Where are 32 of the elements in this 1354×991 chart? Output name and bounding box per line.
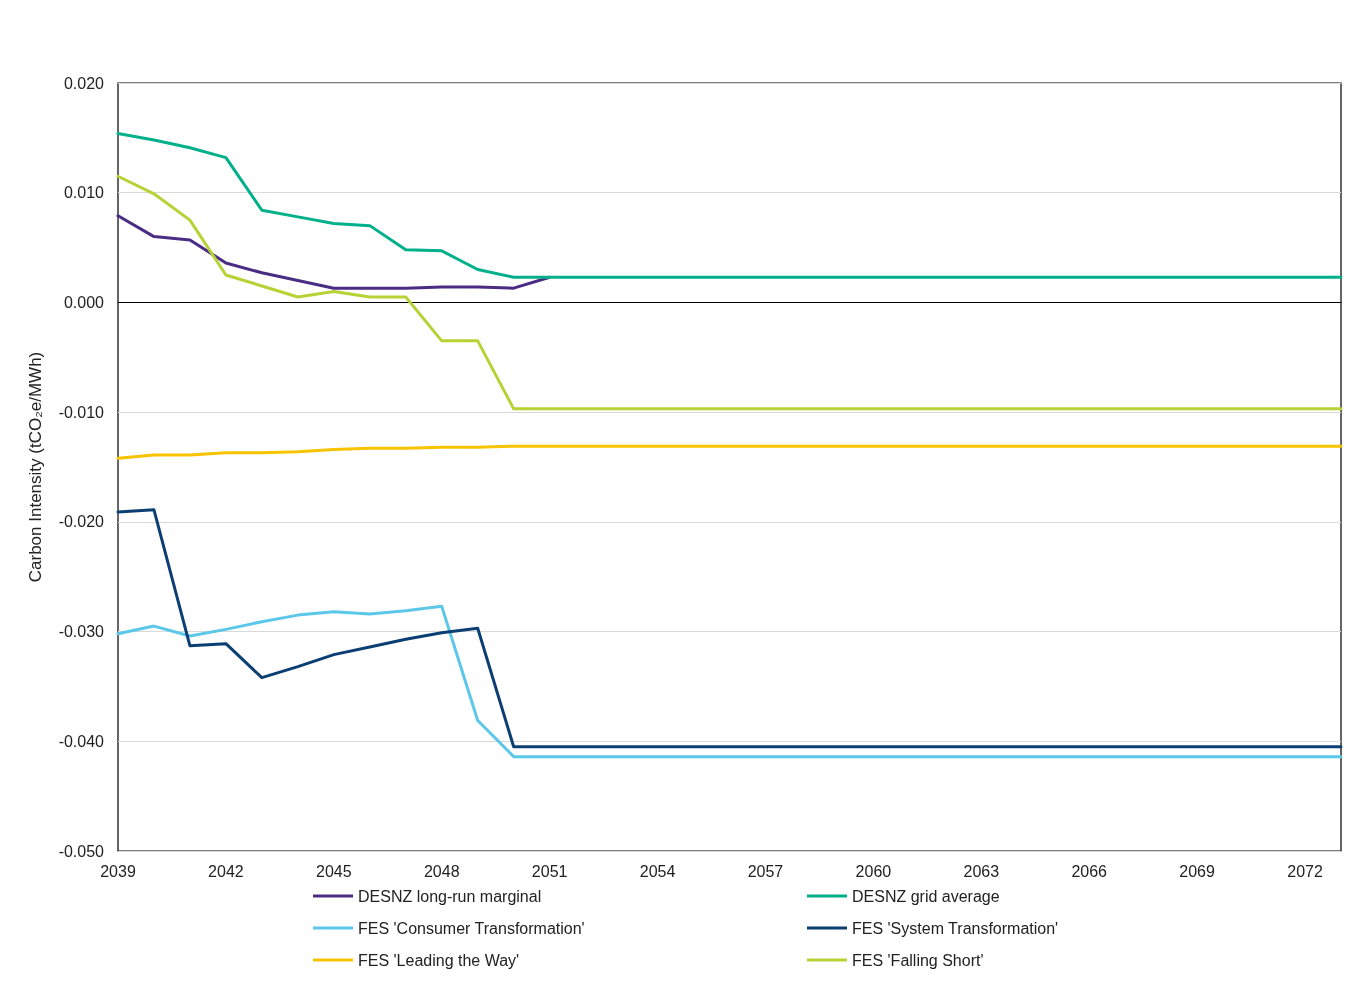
y-tick-label: -0.010 [58,403,105,421]
y-tick-label: -0.030 [58,623,105,641]
y-tick-label: 0.000 [63,293,105,311]
y-tick-label: -0.050 [58,842,105,860]
line-series [116,508,1343,749]
line-series [116,444,1343,460]
legend-label: DESNZ long-run marginal [358,887,542,905]
x-tick-label: 2042 [208,862,244,880]
y-tick-label: -0.020 [58,513,105,531]
x-tick-label: 2048 [423,862,460,880]
y-axis-title: Carbon Intensity (tCO₂e/MWh) [26,351,45,583]
y-tick-label: -0.040 [58,732,105,750]
legend-label: FES 'Consumer Transformation' [358,919,585,937]
line-series [116,131,1343,279]
y-tick-label: 0.020 [63,74,105,92]
legend-label: DESNZ grid average [852,887,1000,905]
x-tick-label: 2063 [963,862,1000,880]
x-tick-label: 2045 [316,862,352,880]
line-series [116,174,1343,411]
x-tick-label: 2057 [747,862,784,880]
y-tick-label: 0.010 [63,184,105,202]
x-tick-label: 2039 [100,862,136,880]
legend-label: FES 'System Transformation' [852,919,1059,937]
x-tick-label: 2066 [1071,862,1108,880]
legend-label: FES 'Falling Short' [852,951,984,969]
line-series [116,604,1343,759]
legend-label: FES 'Leading the Way' [358,951,520,969]
x-tick-label: 2060 [855,862,892,880]
x-tick-label: 2069 [1179,862,1216,880]
x-tick-label: 2054 [639,862,676,880]
x-tick-label: 2072 [1287,862,1323,880]
x-tick-label: 2051 [531,862,568,880]
